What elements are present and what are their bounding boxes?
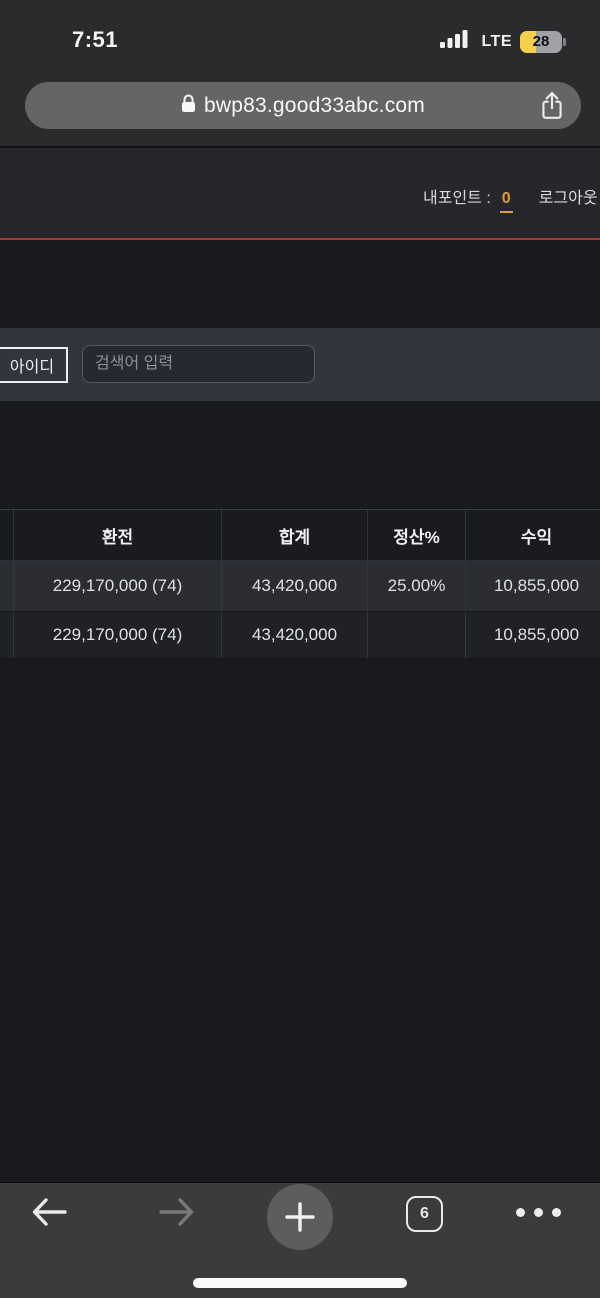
safari-bottom-toolbar: 6 — [0, 1182, 600, 1298]
table-cell-total: 43,420,000 — [222, 561, 368, 611]
battery-cap — [563, 37, 566, 46]
status-time: 7:51 — [72, 27, 119, 52]
table-cell-exchange: 229,170,000 (74) — [14, 612, 222, 658]
search-bar-section: 아이디 — [0, 328, 600, 401]
logout-link[interactable]: 로그아웃 — [538, 190, 598, 207]
address-bar[interactable]: bwp83.good33abc.com — [25, 82, 581, 129]
plus-icon — [285, 1202, 315, 1232]
table-cell-cutoff — [0, 612, 14, 658]
more-dot-icon — [534, 1208, 543, 1217]
table-cell-cutoff — [0, 561, 14, 611]
site-header: 내포인트 : 0 로그아웃 — [0, 148, 600, 240]
battery-percent: 28 — [532, 33, 550, 50]
table-cell-exchange: 229,170,000 (74) — [14, 561, 222, 611]
signal-strength-icon — [440, 29, 473, 54]
table-row[interactable]: 229,170,000 (74) 43,420,000 10,855,000 — [0, 612, 600, 659]
table-cell-profit: 10,855,000 — [493, 625, 580, 644]
battery-fill — [520, 30, 536, 53]
table-row[interactable]: 229,170,000 (74) 43,420,000 25.00% 10,85… — [0, 561, 600, 612]
table-header-row: 환전 합계 정산% 수익 — [0, 510, 600, 561]
table-header-total: 합계 — [222, 510, 368, 560]
tab-count-badge: 6 — [420, 1205, 429, 1222]
table-cell-settle-pct — [368, 612, 466, 658]
back-button[interactable] — [28, 1193, 70, 1233]
points-label: 내포인트 : — [423, 190, 491, 207]
table-header-exchange: 환전 — [14, 510, 222, 560]
settlement-table[interactable]: 환전 합계 정산% 수익 229,170,000 (74) 43,420,000… — [0, 509, 600, 659]
safari-top-chrome: 7:51 LTE 28 — [0, 0, 600, 148]
table-header-profit: 수익 — [520, 527, 553, 547]
table-header-cell-cutoff — [0, 510, 14, 560]
back-arrow-icon — [32, 1197, 67, 1226]
table-header-settle-pct: 정산% — [368, 510, 466, 560]
new-tab-button[interactable] — [267, 1184, 333, 1250]
table-cell-profit: 10,855,000 — [493, 576, 580, 595]
share-button[interactable] — [537, 91, 567, 121]
home-indicator[interactable] — [193, 1278, 407, 1288]
battery-icon: 28 — [520, 30, 566, 53]
web-page: 내포인트 : 0 로그아웃 아이디 환전 합계 정산% 수익 229,170,0… — [0, 148, 600, 1182]
table-cell-total: 43,420,000 — [222, 612, 368, 658]
forward-arrow-icon — [159, 1197, 194, 1226]
network-type-label: LTE — [481, 32, 512, 50]
url-domain: bwp83.good33abc.com — [204, 93, 425, 117]
more-dot-icon — [552, 1208, 561, 1217]
search-category-button[interactable]: 아이디 — [0, 347, 68, 383]
forward-button[interactable] — [156, 1193, 198, 1233]
table-cell-settle-pct: 25.00% — [368, 561, 466, 611]
tabs-button[interactable]: 6 — [406, 1196, 443, 1232]
more-dot-icon — [516, 1208, 525, 1217]
search-input[interactable] — [82, 345, 315, 383]
lock-icon — [181, 94, 196, 118]
status-indicators: LTE 28 — [440, 29, 566, 54]
account-info: 내포인트 : 0 로그아웃 — [423, 184, 598, 213]
points-value-link[interactable]: 0 — [499, 190, 513, 213]
more-button[interactable] — [516, 1208, 564, 1218]
